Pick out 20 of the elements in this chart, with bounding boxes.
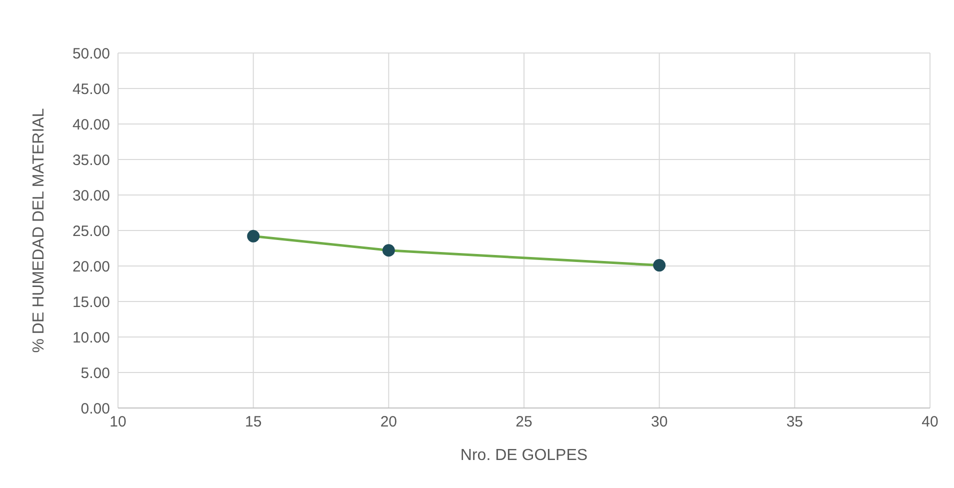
y-tick-label: 30.00 [72, 187, 110, 204]
x-tick-label: 15 [244, 414, 262, 431]
y-tick-label: 0.00 [80, 400, 110, 418]
y-tick-label: 25.00 [72, 222, 110, 240]
y-tick-label: 50.00 [72, 45, 110, 62]
x-tick-label: 35 [786, 414, 804, 431]
x-tick-label: 40 [922, 414, 938, 431]
x-tick-label: 25 [516, 414, 532, 431]
x-tick-label: 10 [110, 414, 126, 431]
y-tick-label: 35.00 [72, 152, 110, 169]
y-tick-label: 40.00 [72, 116, 110, 134]
y-tick-label: 15.00 [72, 294, 110, 311]
x-tick-label: 20 [380, 414, 398, 431]
x-tick-label: 30 [650, 414, 668, 431]
y-tick-label: 5.00 [80, 364, 110, 382]
y-tick-label: 20.00 [72, 258, 110, 276]
x-axis-title: Nro. DE GOLPES [460, 447, 588, 464]
y-tick-label: 10.00 [72, 329, 110, 346]
y-axis-title: % DE HUMEDAD DEL MATERIAL [30, 108, 48, 353]
y-tick-label: 45.00 [72, 80, 110, 98]
